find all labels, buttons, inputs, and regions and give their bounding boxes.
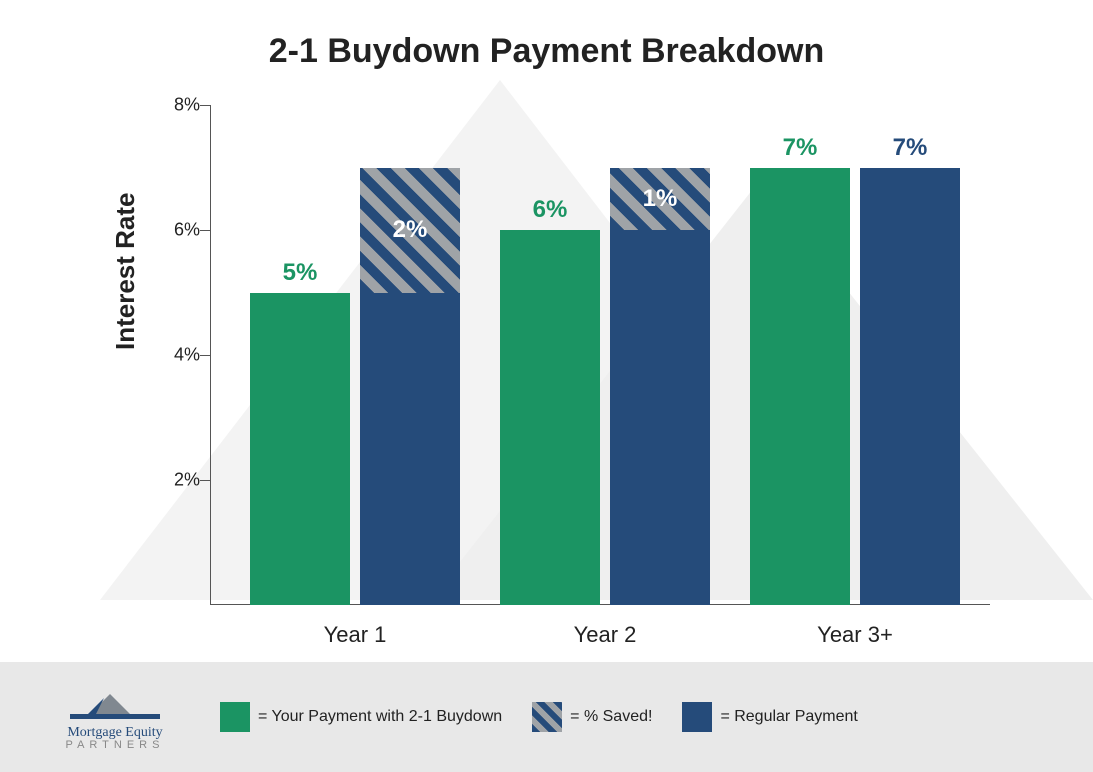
logo-text-line1: Mortgage Equity	[66, 726, 165, 740]
x-category-label: Year 1	[235, 622, 475, 648]
x-category-label: Year 3+	[735, 622, 975, 648]
y-tick	[200, 230, 210, 231]
buydown-value-label: 6%	[500, 196, 600, 224]
regular-bar	[860, 168, 960, 606]
brand-logo: Mortgage Equity PARTNERS	[60, 684, 170, 751]
chart-plot-area: 2%4%6%8% 5%2%6%1%7%7%	[210, 105, 990, 605]
legend-label: = Regular Payment	[720, 708, 857, 726]
buydown-bar	[500, 230, 600, 605]
y-tick-label: 2%	[160, 470, 200, 491]
footer-bar: Mortgage Equity PARTNERS = Your Payment …	[0, 662, 1093, 772]
x-category-label: Year 2	[485, 622, 725, 648]
y-tick	[200, 355, 210, 356]
y-tick	[200, 480, 210, 481]
y-tick-label: 8%	[160, 95, 200, 116]
y-tick-label: 6%	[160, 220, 200, 241]
buydown-value-label: 7%	[750, 134, 850, 162]
regular-bar	[610, 230, 710, 605]
chart-title: 2-1 Buydown Payment Breakdown	[0, 32, 1093, 71]
legend-label: = % Saved!	[570, 708, 652, 726]
legend-swatch	[532, 702, 562, 732]
legend-swatch	[682, 702, 712, 732]
regular-value-label: 7%	[860, 134, 960, 162]
legend-label: = Your Payment with 2-1 Buydown	[258, 708, 502, 726]
logo-text-line2: PARTNERS	[66, 740, 165, 751]
regular-bar	[360, 293, 460, 606]
buydown-value-label: 5%	[250, 259, 350, 287]
legend-swatch	[220, 702, 250, 732]
house-icon	[60, 684, 170, 724]
legend-item: = % Saved!	[532, 702, 652, 732]
y-tick-label: 4%	[160, 345, 200, 366]
legend: = Your Payment with 2-1 Buydown = % Saved…	[220, 702, 858, 732]
legend-item: = Your Payment with 2-1 Buydown	[220, 702, 502, 732]
saved-value-label: 1%	[610, 185, 710, 213]
legend-item: = Regular Payment	[682, 702, 857, 732]
y-tick	[200, 105, 210, 106]
y-axis-line	[210, 105, 211, 605]
buydown-bar	[250, 293, 350, 606]
buydown-bar	[750, 168, 850, 606]
y-axis-label: Interest Rate	[110, 193, 141, 351]
saved-value-label: 2%	[360, 216, 460, 244]
